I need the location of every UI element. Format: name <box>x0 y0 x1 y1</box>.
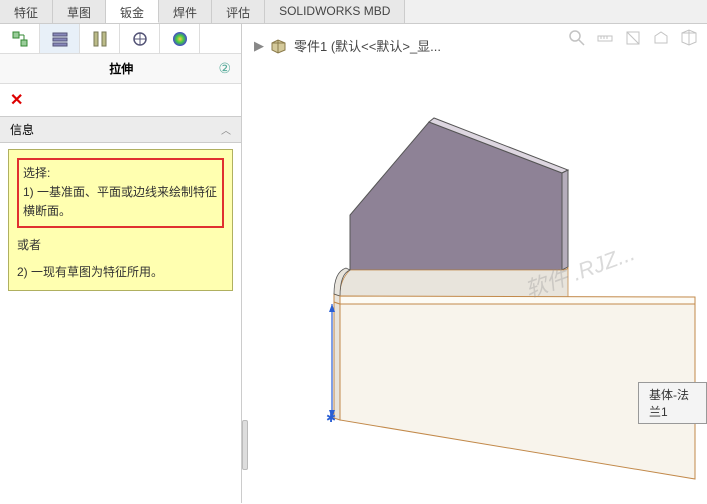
panel-tab-appearance[interactable] <box>160 24 200 53</box>
breadcrumb-part-name: 零件1 (默认<<默认>_显... <box>294 36 441 55</box>
svg-text:✱: ✱ <box>326 411 336 425</box>
panel-tab-feature-tree[interactable] <box>0 24 40 53</box>
chevron-up-icon: ︿ <box>221 122 231 137</box>
hint-line-2: 2) 一现有草图为特征所用。 <box>17 263 224 282</box>
hint-highlight: 选择: 1) 一基准面、平面或边线来绘制特征横断面。 <box>17 158 224 228</box>
hint-or: 或者 <box>17 236 224 255</box>
property-manager-panel: 拉伸 ② ✕ 信息 ︿ 选择: 1) 一基准面、平面或边线来绘制特征横断面。 或… <box>0 24 242 503</box>
panel-header: 拉伸 ② <box>0 54 241 84</box>
tab-weldment[interactable]: 焊件 <box>159 0 212 23</box>
panel-splitter[interactable] <box>242 420 248 470</box>
tab-features[interactable]: 特征 <box>0 0 53 23</box>
panel-tab-property[interactable] <box>40 24 80 53</box>
section-icon[interactable] <box>623 28 643 48</box>
view-toolbar <box>567 28 699 48</box>
hint-box: 选择: 1) 一基准面、平面或边线来绘制特征横断面。 或者 2) 一现有草图为特… <box>8 149 233 291</box>
graphics-viewport[interactable]: ▶ 零件1 (默认<<默认>_显... <box>242 24 707 503</box>
sheet-metal-model[interactable]: ✱ <box>262 84 702 504</box>
tab-sheetmetal[interactable]: 钣金 <box>106 0 159 23</box>
hint-line-1: 1) 一基准面、平面或边线来绘制特征横断面。 <box>23 183 218 221</box>
breadcrumb[interactable]: ▶ 零件1 (默认<<默认>_显... <box>254 36 441 55</box>
tab-sketch[interactable]: 草图 <box>53 0 106 23</box>
tab-evaluate[interactable]: 评估 <box>212 0 265 23</box>
feature-label[interactable]: 基体-法兰1 <box>638 382 707 424</box>
hint-select-label: 选择: <box>23 164 218 183</box>
measure-icon[interactable] <box>595 28 615 48</box>
panel-tab-config[interactable] <box>80 24 120 53</box>
help-icon[interactable]: ② <box>218 60 231 77</box>
main-tab-bar: 特征 草图 钣金 焊件 评估 SOLIDWORKS MBD <box>0 0 707 24</box>
info-section-label: 信息 <box>10 121 34 138</box>
breadcrumb-arrow-icon: ▶ <box>254 38 264 54</box>
panel-tab-dimxpert[interactable] <box>120 24 160 53</box>
panel-tab-bar <box>0 24 241 54</box>
panel-title: 拉伸 <box>24 60 218 77</box>
view-icon[interactable] <box>679 28 699 48</box>
tab-mbd[interactable]: SOLIDWORKS MBD <box>265 0 405 23</box>
info-section-header[interactable]: 信息 ︿ <box>0 116 241 143</box>
part-icon <box>270 38 288 54</box>
display-icon[interactable] <box>651 28 671 48</box>
zoom-icon[interactable] <box>567 28 587 48</box>
close-button[interactable]: ✕ <box>0 84 241 116</box>
